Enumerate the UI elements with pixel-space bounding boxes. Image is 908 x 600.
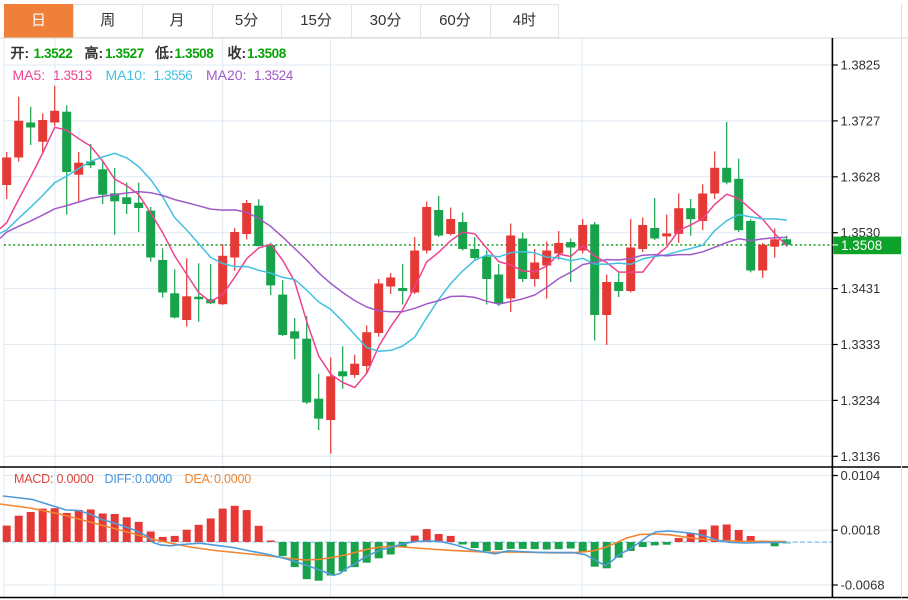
svg-text:1.3136: 1.3136 xyxy=(841,449,881,464)
svg-text:0.0000: 0.0000 xyxy=(214,472,251,486)
svg-text:1.3508: 1.3508 xyxy=(175,46,215,61)
svg-text:MA10:: MA10: xyxy=(106,67,146,83)
svg-text:1.3333: 1.3333 xyxy=(841,337,881,352)
svg-text:1.3513: 1.3513 xyxy=(53,68,92,83)
svg-text:1.3527: 1.3527 xyxy=(105,46,144,61)
svg-text:1.3508: 1.3508 xyxy=(247,46,287,61)
svg-text:开:: 开: xyxy=(11,45,30,61)
svg-text:DIFF:: DIFF: xyxy=(105,472,135,486)
svg-text:低:: 低: xyxy=(154,45,174,61)
svg-text:MA20:: MA20: xyxy=(206,67,246,83)
svg-text:1.3524: 1.3524 xyxy=(254,68,294,83)
svg-text:DEA:: DEA: xyxy=(185,472,213,486)
svg-text:1.3628: 1.3628 xyxy=(841,169,881,184)
svg-text:0.0018: 0.0018 xyxy=(841,523,881,538)
svg-text:1.3556: 1.3556 xyxy=(154,68,193,83)
svg-text:1.3431: 1.3431 xyxy=(841,281,881,296)
svg-text:MA5:: MA5: xyxy=(13,67,46,83)
svg-text:1.3530: 1.3530 xyxy=(841,225,881,240)
svg-text:MACD:: MACD: xyxy=(14,472,53,486)
svg-text:0.0000: 0.0000 xyxy=(57,472,94,486)
svg-text:1.3234: 1.3234 xyxy=(841,393,881,408)
svg-text:1.3522: 1.3522 xyxy=(34,46,73,61)
svg-text:1.3508: 1.3508 xyxy=(841,238,882,253)
svg-text:0.0104: 0.0104 xyxy=(841,468,881,483)
svg-text:1.3825: 1.3825 xyxy=(841,58,881,73)
svg-text:收:: 收: xyxy=(228,45,247,61)
svg-text:-0.0068: -0.0068 xyxy=(841,578,885,593)
svg-text:高:: 高: xyxy=(85,45,104,61)
svg-text:0.0000: 0.0000 xyxy=(135,472,172,486)
svg-text:1.3727: 1.3727 xyxy=(841,113,881,128)
